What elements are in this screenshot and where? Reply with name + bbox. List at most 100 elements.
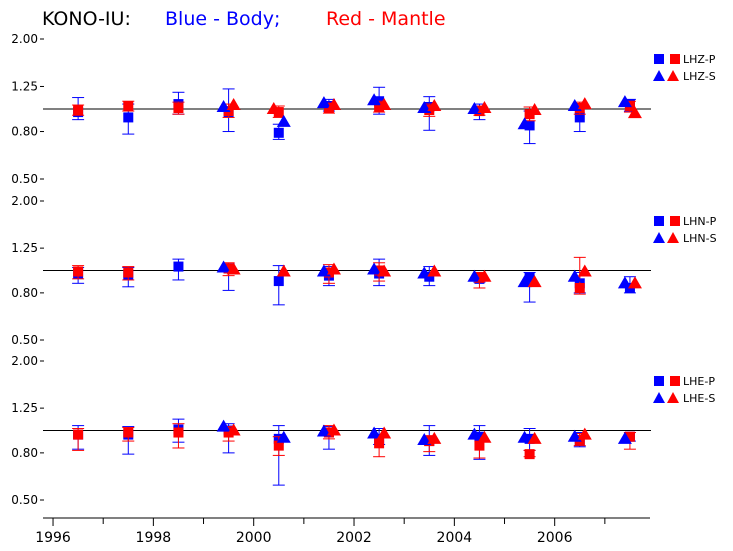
data-point-triangle [617,431,632,444]
figure-title: KONO-IU: Blue - Body; Red - Mantle [42,8,446,30]
legend-triangle-body [653,392,665,403]
data-point-triangle [477,430,492,443]
data-point-square [273,276,284,287]
data-point-triangle [276,264,291,277]
data-point-square [273,127,284,138]
p-body-series [72,258,636,306]
data-point-triangle [377,264,392,277]
legend-triangle-mantle [667,392,679,403]
x-tick-label: 2002 [336,530,372,546]
legend-lhz: LHZ-P LHZ-S [653,53,716,83]
s-body-series [216,260,632,289]
title-body: Blue - Body; [165,8,280,30]
data-point-triangle [527,431,542,444]
panel-lhz: 2.00 1.25 0.80 0.50 LHZ-P LHZ-S [11,32,715,186]
data-point-triangle [567,429,582,442]
x-tick-label: 2004 [437,530,473,546]
s-mantle-series [226,97,642,119]
data-point-square [624,431,635,442]
data-point-square [173,261,184,272]
data-point-square [123,101,134,112]
y-tick-label: 1.25 [11,401,38,415]
data-point-square [123,112,134,123]
y-tick-label: 0.80 [11,286,38,300]
data-point-triangle [226,262,241,275]
y-tick-label: 2.00 [11,194,38,208]
data-point-triangle [326,98,341,111]
data-point-triangle [417,266,432,279]
x-tick-label: 1998 [136,530,172,546]
data-point-square [524,120,535,131]
data-point-square [73,266,84,277]
legend-lhe: LHE-P LHE-S [653,375,715,405]
data-point-triangle [367,262,382,275]
legend-triangle-body [653,232,665,243]
y-tick-label: 0.50 [11,493,38,507]
p-mantle-series [72,100,636,122]
data-point-triangle [517,275,532,288]
p-mantle-series [72,423,636,460]
data-point-triangle [477,100,492,113]
x-tick-label: 2006 [537,530,573,546]
data-point-square [374,438,385,449]
data-point-triangle [427,264,442,277]
data-point-triangle [577,264,592,277]
legend-square-body [654,216,664,226]
data-point-triangle [627,276,642,289]
data-point-square [524,272,535,283]
legend-lhn: LHN-P LHN-S [653,215,717,245]
x-axis: 1996 1998 2000 2002 2004 2006 [35,517,650,546]
legend-triangle-mantle [667,70,679,81]
data-point-square [374,265,385,276]
title-station: KONO-IU: [42,8,131,30]
legend-square-mantle [670,54,680,64]
s-body-series [216,419,632,445]
data-point-triangle [467,427,482,440]
legend-square-mantle [670,216,680,226]
data-point-square [73,105,84,116]
y-tick-label: 2.00 [11,354,38,368]
data-point-square [474,440,485,451]
panel-lhn: 2.00 1.25 0.80 0.50 LHN-P LHN-S [11,194,716,347]
data-point-triangle [316,424,331,437]
data-point-triangle [316,96,331,109]
s-body-series [216,93,632,130]
data-point-triangle [367,93,382,106]
data-point-triangle [617,276,632,289]
data-point-triangle [577,427,592,440]
data-point-square [123,267,134,278]
panels: 2.00 1.25 0.80 0.50 LHZ-P LHZ-S 2.00 1.25 0.80 0.… [11,32,716,507]
data-point-square [524,433,535,444]
panel-lhe: 2.00 1.25 0.80 0.50 LHE-P LHE-S [11,354,715,507]
data-point-square [73,429,84,440]
data-point-triangle [577,97,592,110]
data-point-triangle [517,117,532,130]
data-point-triangle [377,426,392,439]
data-point-triangle [266,102,281,114]
data-point-triangle [276,430,291,443]
p-mantle-series [72,256,586,295]
legend-triangle-mantle [667,232,679,243]
data-point-triangle [326,262,341,275]
data-point-triangle [527,103,542,116]
data-point-square [574,112,585,123]
data-point-triangle [527,275,542,288]
s-mantle-series [226,423,592,444]
y-tick-label: 1.25 [11,241,38,255]
x-tick-label: 2000 [236,530,272,546]
data-point-square [273,440,284,451]
data-point-triangle [316,264,331,277]
y-tick-label: 0.80 [11,446,38,460]
s-mantle-series [226,262,642,289]
y-tick-label: 0.80 [11,125,38,139]
legend-square-body [654,54,664,64]
data-point-triangle [427,431,442,444]
x-tick-label: 1996 [35,530,71,546]
legend-square-body [654,376,664,386]
legend-label-p: LHE-P [683,375,715,388]
legend-label-s: LHZ-S [683,70,716,83]
data-point-triangle [477,269,492,282]
data-point-triangle [627,106,642,119]
legend-square-mantle [670,376,680,386]
